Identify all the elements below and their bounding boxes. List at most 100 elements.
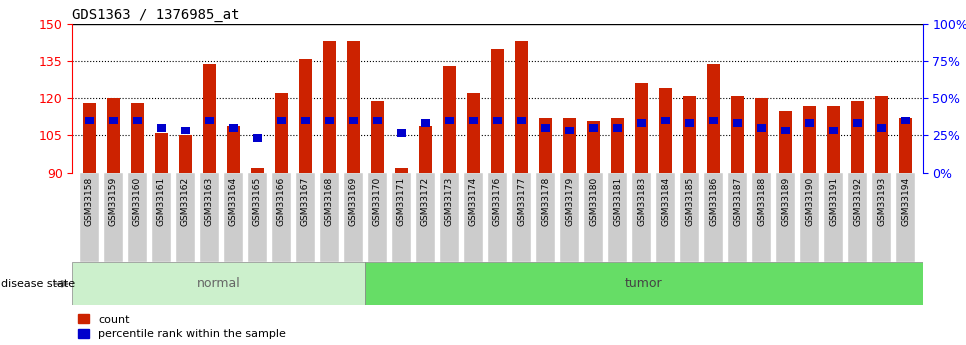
- Bar: [179, 136, 192, 172]
- Bar: [512, 172, 531, 262]
- Bar: [442, 66, 456, 172]
- Bar: [753, 172, 771, 262]
- Bar: [79, 172, 99, 262]
- Text: GSM33164: GSM33164: [229, 177, 238, 226]
- Bar: [277, 117, 286, 124]
- Text: GSM33174: GSM33174: [469, 177, 478, 226]
- Text: GSM33168: GSM33168: [325, 177, 334, 226]
- Bar: [611, 118, 624, 172]
- Bar: [205, 117, 213, 124]
- Text: GDS1363 / 1376985_at: GDS1363 / 1376985_at: [72, 8, 240, 22]
- Bar: [344, 172, 363, 262]
- Bar: [683, 96, 696, 172]
- Text: normal: normal: [197, 277, 241, 290]
- Bar: [536, 172, 555, 262]
- Bar: [445, 117, 454, 124]
- Bar: [638, 119, 646, 127]
- Bar: [755, 98, 768, 172]
- Bar: [827, 106, 840, 172]
- Bar: [133, 117, 142, 124]
- Bar: [733, 119, 742, 127]
- Bar: [103, 172, 123, 262]
- Bar: [635, 83, 648, 172]
- Bar: [491, 49, 504, 172]
- Bar: [541, 124, 550, 132]
- Bar: [181, 127, 189, 134]
- Bar: [467, 93, 480, 172]
- Bar: [128, 172, 147, 262]
- Bar: [371, 101, 384, 172]
- Bar: [326, 117, 333, 124]
- Text: GSM33169: GSM33169: [349, 177, 358, 226]
- Text: GSM33160: GSM33160: [132, 177, 142, 226]
- Text: GSM33162: GSM33162: [181, 177, 189, 226]
- Bar: [872, 172, 892, 262]
- Bar: [229, 124, 238, 132]
- Text: tumor: tumor: [625, 277, 663, 290]
- Text: GSM33185: GSM33185: [685, 177, 695, 226]
- Bar: [803, 106, 816, 172]
- Bar: [877, 124, 886, 132]
- Text: GSM33180: GSM33180: [589, 177, 598, 226]
- Bar: [464, 172, 483, 262]
- Text: GSM33194: GSM33194: [901, 177, 910, 226]
- Bar: [251, 168, 264, 172]
- Text: GSM33171: GSM33171: [397, 177, 406, 226]
- Bar: [779, 111, 792, 172]
- Bar: [824, 172, 843, 262]
- Bar: [200, 172, 219, 262]
- Bar: [563, 118, 576, 172]
- Text: GSM33161: GSM33161: [156, 177, 166, 226]
- Bar: [901, 117, 910, 124]
- Bar: [851, 101, 865, 172]
- Bar: [347, 41, 360, 172]
- Bar: [707, 64, 721, 172]
- Text: GSM33159: GSM33159: [109, 177, 118, 226]
- Bar: [368, 172, 387, 262]
- Bar: [373, 117, 382, 124]
- Bar: [806, 119, 814, 127]
- Bar: [517, 117, 526, 124]
- Bar: [704, 172, 724, 262]
- Text: GSM33173: GSM33173: [445, 177, 454, 226]
- Bar: [685, 119, 694, 127]
- Bar: [419, 126, 432, 172]
- Text: GSM33163: GSM33163: [205, 177, 213, 226]
- Text: GSM33193: GSM33193: [877, 177, 886, 226]
- Bar: [106, 98, 120, 172]
- Text: GSM33179: GSM33179: [565, 177, 574, 226]
- Text: GSM33191: GSM33191: [829, 177, 838, 226]
- Bar: [565, 127, 574, 134]
- Bar: [365, 262, 923, 305]
- Text: GSM33183: GSM33183: [637, 177, 646, 226]
- Text: GSM33186: GSM33186: [709, 177, 718, 226]
- Text: GSM33177: GSM33177: [517, 177, 526, 226]
- Bar: [349, 117, 357, 124]
- Bar: [176, 172, 195, 262]
- Text: GSM33187: GSM33187: [733, 177, 742, 226]
- Bar: [781, 127, 790, 134]
- Text: GSM33172: GSM33172: [421, 177, 430, 226]
- Bar: [130, 103, 144, 172]
- Text: GSM33158: GSM33158: [85, 177, 94, 226]
- Bar: [494, 117, 501, 124]
- Text: disease state: disease state: [1, 279, 75, 289]
- Bar: [83, 103, 96, 172]
- Text: GSM33181: GSM33181: [613, 177, 622, 226]
- Text: GSM33167: GSM33167: [300, 177, 310, 226]
- Bar: [301, 117, 310, 124]
- Bar: [421, 119, 430, 127]
- Bar: [848, 172, 867, 262]
- Bar: [875, 96, 889, 172]
- Bar: [680, 172, 699, 262]
- Bar: [800, 172, 819, 262]
- Bar: [440, 172, 459, 262]
- Bar: [656, 172, 675, 262]
- Bar: [662, 117, 669, 124]
- Bar: [731, 96, 744, 172]
- Bar: [608, 172, 627, 262]
- Bar: [203, 64, 216, 172]
- Bar: [227, 126, 240, 172]
- Bar: [659, 88, 672, 172]
- Bar: [155, 133, 168, 172]
